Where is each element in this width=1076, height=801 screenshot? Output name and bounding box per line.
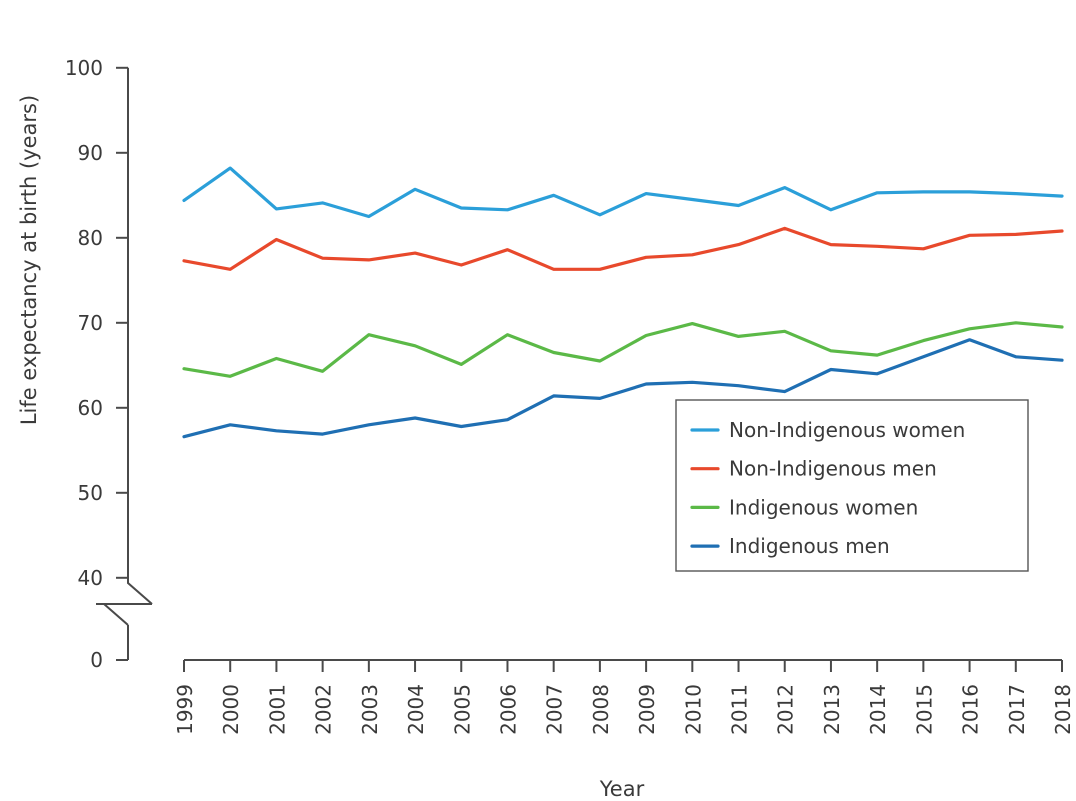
x-tick-label: 2001 xyxy=(265,684,289,735)
legend-box xyxy=(675,399,1029,572)
x-tick-label: 2000 xyxy=(219,684,243,735)
y-axis-title: Life expectancy at birth (years) xyxy=(17,95,41,425)
y-axis: 0 40 50 60 70 80 90 100 xyxy=(65,56,153,672)
legend: Non-Indigenous women Non-Indigenous men In… xyxy=(675,399,1029,572)
y-tick-label: 50 xyxy=(78,481,103,505)
legend-label: Non-Indigenous men xyxy=(729,457,937,481)
series-line-3 xyxy=(182,338,1064,439)
legend-label: Indigenous women xyxy=(729,495,918,519)
x-tick-label: 2014 xyxy=(866,684,890,735)
legend-label: Indigenous men xyxy=(729,534,890,558)
y-tick-label: 60 xyxy=(78,396,103,420)
x-tick-label: 2017 xyxy=(1005,684,1029,735)
x-tick-label: 2002 xyxy=(312,684,336,735)
legend-label: Non-Indigenous women xyxy=(729,418,965,442)
y-axis-break-mark xyxy=(96,603,152,626)
x-axis-title: Year xyxy=(599,777,645,801)
x-tick-label: 2007 xyxy=(543,684,567,735)
series-layer xyxy=(182,166,1064,439)
x-tick-label: 2004 xyxy=(404,684,428,735)
x-tick-label: 1999 xyxy=(173,684,197,735)
y-tick-label: 90 xyxy=(78,141,103,165)
y-tick-label: 100 xyxy=(65,56,103,80)
y-tick-label: 40 xyxy=(78,566,103,590)
x-tick-label: 2003 xyxy=(358,684,382,735)
x-axis: 1999 2000 2001 2002 2003 2004 2005 2006 2007 2008… xyxy=(173,659,1075,735)
x-tick-label: 2018 xyxy=(1051,684,1075,735)
x-tick-label: 2006 xyxy=(496,684,520,735)
x-tick-label: 2015 xyxy=(912,684,936,735)
x-tick-label: 2009 xyxy=(635,684,659,735)
series-line-2 xyxy=(182,321,1064,378)
y-tick-label: 80 xyxy=(78,226,103,250)
y-tick-label: 70 xyxy=(78,311,103,335)
series-line-1 xyxy=(182,226,1064,271)
x-tick-label: 2010 xyxy=(681,684,705,735)
x-tick-label: 2016 xyxy=(959,684,983,735)
series-line-0 xyxy=(182,166,1064,219)
x-tick-label: 2012 xyxy=(774,684,798,735)
x-tick-label: 2013 xyxy=(820,684,844,735)
y-tick-label: 0 xyxy=(90,648,103,672)
x-tick-label: 2008 xyxy=(589,684,613,735)
x-tick-label: 2005 xyxy=(450,684,474,735)
y-axis-line-upper xyxy=(127,67,153,605)
x-tick-label: 2011 xyxy=(728,684,752,735)
